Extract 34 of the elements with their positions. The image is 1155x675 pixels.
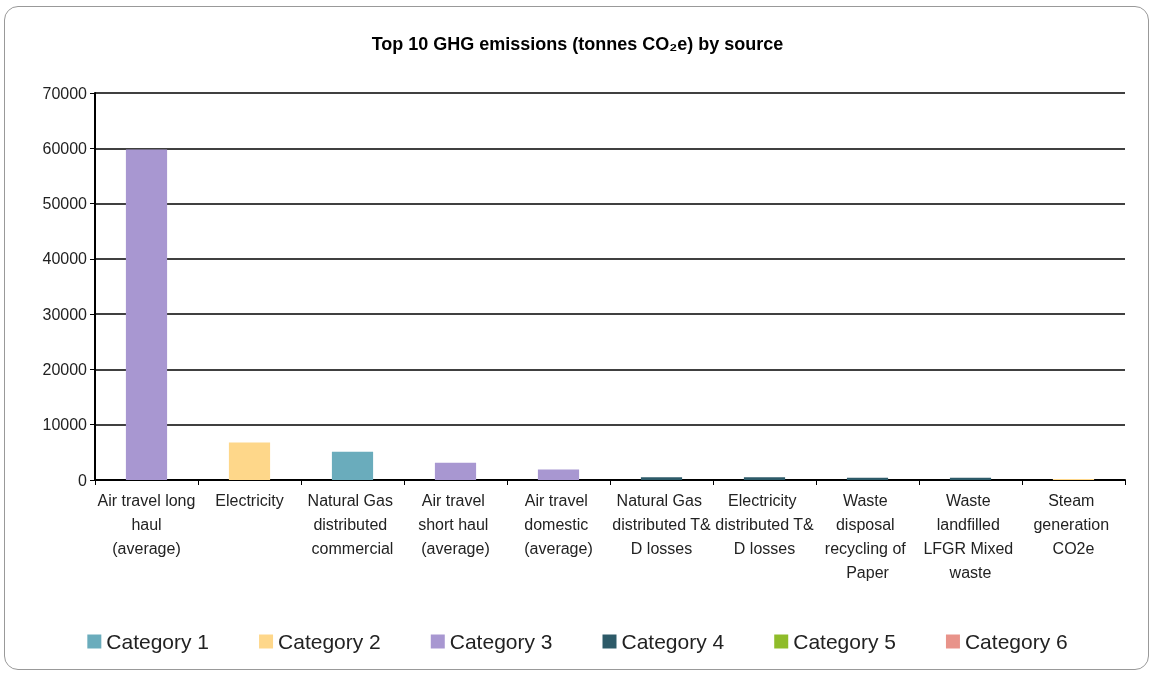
bar: [331, 451, 374, 480]
bar: [949, 477, 992, 480]
x-tick-label: Air travel long haul (average): [97, 491, 196, 557]
legend-label: Category 5: [793, 630, 896, 653]
bar: [743, 477, 786, 480]
x-tick-label: Waste landfilled LFGR Mixed waste: [923, 491, 1018, 581]
y-tick-label: 60000: [42, 139, 88, 157]
x-tick-label: Natural Gas distributed commercial: [307, 491, 398, 557]
legend-label: Category 1: [106, 630, 210, 653]
y-tick-label: 40000: [42, 250, 88, 268]
bar: [640, 477, 683, 480]
x-tick-label: Steam generation CO2e: [1033, 491, 1114, 557]
x-tick-label: Air travel domestic (average): [524, 491, 593, 557]
chart-title: Top 10 GHG emissions (tonnes CO₂e) by source: [371, 34, 784, 54]
legend-label: Category 2: [278, 630, 381, 653]
y-tick-label: 70000: [42, 84, 88, 102]
y-tick-label: 0: [78, 471, 88, 489]
bar: [846, 477, 889, 480]
x-tick-label: Waste disposal recycling of Paper: [824, 491, 911, 581]
y-tick-label: 30000: [42, 305, 88, 323]
bar: [537, 469, 580, 480]
bar: [228, 442, 271, 480]
x-tick-label: Electricity: [215, 491, 284, 509]
legend-label: Category 6: [964, 630, 1068, 653]
bar: [125, 149, 168, 480]
x-tick-label: Natural Gas distributed T&D losses: [612, 491, 712, 557]
bar: [434, 462, 477, 480]
legend-label: Category 4: [621, 630, 725, 653]
x-tick-label: Electricity distributed T&D losses: [715, 491, 815, 557]
x-tick-label: Air travel short haul (average): [418, 491, 493, 557]
y-tick-label: 20000: [42, 360, 88, 378]
legend-label: Category 3: [449, 630, 553, 653]
y-tick-label: 50000: [42, 195, 88, 213]
y-tick-label: 10000: [42, 416, 88, 434]
